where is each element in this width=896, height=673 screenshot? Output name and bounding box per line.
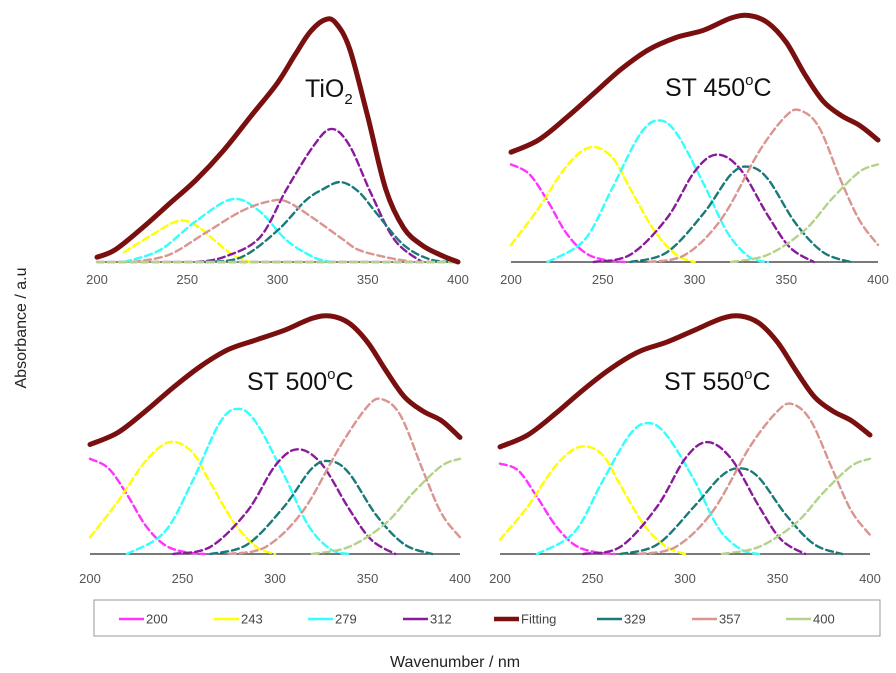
legend-item-243: 243 <box>214 612 263 627</box>
series-fitting-line <box>94 16 461 265</box>
panel-title: ST 500oC <box>247 366 354 396</box>
panel-title-main: ST 550 <box>664 368 744 396</box>
x-tick-label: 250 <box>176 272 198 287</box>
x-tick-label: 400 <box>449 571 471 586</box>
series-200-line <box>509 163 626 264</box>
x-tick-label: 350 <box>767 571 789 586</box>
legend-label: 200 <box>146 612 168 627</box>
panel-title-unit: C <box>336 368 354 396</box>
panel-title: ST 550oC <box>664 366 771 396</box>
series-312-line <box>172 448 397 556</box>
series-400-line <box>730 163 880 264</box>
x-tick-label: 300 <box>264 571 286 586</box>
x-tick-label: 250 <box>172 571 194 586</box>
series-357-line <box>647 108 880 264</box>
panel-title: TiO2 <box>305 75 353 108</box>
panel-4: 200 250 300 350 400 ST 550oC <box>489 313 881 586</box>
x-tick-label: 200 <box>86 272 108 287</box>
x-tick-label: 200 <box>500 272 522 287</box>
x-tick-label: 300 <box>674 571 696 586</box>
series-400-line <box>310 457 462 556</box>
panel-3: 200 250 300 350 400 ST 500oC <box>79 313 471 586</box>
x-tick-label: 400 <box>859 571 881 586</box>
legend-label: 312 <box>430 612 452 627</box>
series-243-line <box>88 440 277 556</box>
legend-label: 243 <box>241 612 263 627</box>
chart-legend: 200 243 279 312 Fitting 329 357 400 <box>93 599 881 637</box>
legend-item-fitting: Fitting <box>494 612 556 627</box>
panel-title-subscript: 2 <box>344 91 352 108</box>
series-243-line <box>509 145 696 264</box>
series-400-line <box>720 457 872 556</box>
x-tick-label: 400 <box>867 272 889 287</box>
panel-1: 200 250 300 350 400 TiO2 <box>86 16 469 287</box>
x-tick-label: 200 <box>489 571 511 586</box>
legend-item-329: 329 <box>597 612 646 627</box>
series-329-line <box>209 459 434 556</box>
series-243-line <box>498 445 687 556</box>
x-tick-label: 300 <box>267 272 289 287</box>
panel-title-unit: C <box>754 74 772 102</box>
chart-panels: 200 250 300 350 400 TiO2 200 250 300 350 400 ST 450… <box>79 12 889 586</box>
legend-label: 357 <box>719 612 741 627</box>
panel-title-unit: C <box>753 368 771 396</box>
x-tick-label: 350 <box>357 571 379 586</box>
series-312-line <box>582 440 807 556</box>
series-312-line <box>592 153 815 264</box>
legend-item-279: 279 <box>308 612 357 627</box>
series-312-line <box>195 127 424 264</box>
series-279-line <box>122 197 333 264</box>
panel-title-main: ST 500 <box>247 368 327 396</box>
legend-item-357: 357 <box>692 612 741 627</box>
panel-title-superscript: o <box>744 366 752 383</box>
series-357-line <box>131 198 415 264</box>
x-tick-label: 300 <box>684 272 706 287</box>
legend-item-400: 400 <box>786 612 835 627</box>
series-279-line <box>546 119 770 264</box>
series-200-line <box>88 457 206 556</box>
legend-label: Fitting <box>521 612 556 627</box>
x-tick-label: 400 <box>447 272 469 287</box>
legend-frame <box>93 599 881 637</box>
x-tick-label: 350 <box>775 272 797 287</box>
y-axis-label: Absorbance / a.u <box>13 268 30 389</box>
panel-2: 200 250 300 350 400 ST 450oC <box>500 12 889 287</box>
legend-label: 329 <box>624 612 646 627</box>
legend-item-200: 200 <box>119 612 168 627</box>
series-329-line <box>204 180 460 264</box>
series-357-line <box>637 402 872 556</box>
series-200-line <box>498 462 616 556</box>
series-357-line <box>227 397 462 556</box>
series-279-line <box>125 407 351 556</box>
series-329-line <box>619 467 844 556</box>
x-tick-label: 350 <box>357 272 379 287</box>
series-fitting-line <box>508 12 881 155</box>
series-fitting-line <box>497 313 873 450</box>
panel-title-superscript: o <box>745 72 753 89</box>
x-tick-label: 250 <box>582 571 604 586</box>
panel-title-main: ST 450 <box>665 74 745 102</box>
x-tick-label: 250 <box>592 272 614 287</box>
series-279-line <box>535 421 761 556</box>
series-fitting-line <box>87 313 463 447</box>
legend-label: 400 <box>813 612 835 627</box>
panel-title: ST 450oC <box>665 72 772 102</box>
panel-title-superscript: o <box>327 366 335 383</box>
x-tick-label: 200 <box>79 571 101 586</box>
legend-label: 279 <box>335 612 357 627</box>
legend-item-312: 312 <box>403 612 452 627</box>
panel-title-main: TiO <box>305 75 344 103</box>
x-axis-label: Wavenumber / nm <box>390 654 520 671</box>
